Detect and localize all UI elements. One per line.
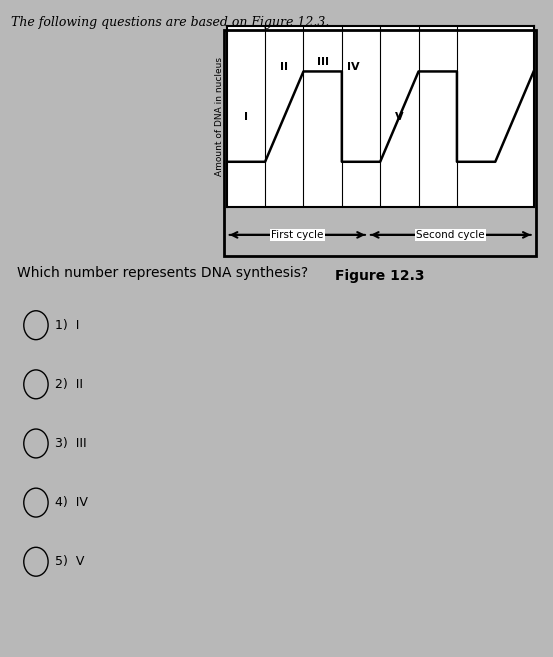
Text: III: III (317, 57, 328, 68)
Text: Second cycle: Second cycle (416, 230, 485, 240)
Text: Figure 12.3: Figure 12.3 (336, 269, 425, 283)
Text: 1)  I: 1) I (55, 319, 80, 332)
Text: V: V (395, 112, 404, 122)
Text: 5)  V: 5) V (55, 555, 85, 568)
Text: I: I (244, 112, 248, 122)
Text: The following questions are based on Figure 12.3.: The following questions are based on Fig… (11, 16, 330, 30)
Text: 3)  III: 3) III (55, 437, 87, 450)
Y-axis label: Amount of DNA in nucleus: Amount of DNA in nucleus (215, 57, 224, 176)
Text: 4)  IV: 4) IV (55, 496, 88, 509)
Text: IV: IV (347, 62, 359, 72)
Text: II: II (280, 62, 288, 72)
Text: First cycle: First cycle (271, 230, 324, 240)
Text: 2)  II: 2) II (55, 378, 84, 391)
Text: Which number represents DNA synthesis?: Which number represents DNA synthesis? (17, 266, 307, 280)
